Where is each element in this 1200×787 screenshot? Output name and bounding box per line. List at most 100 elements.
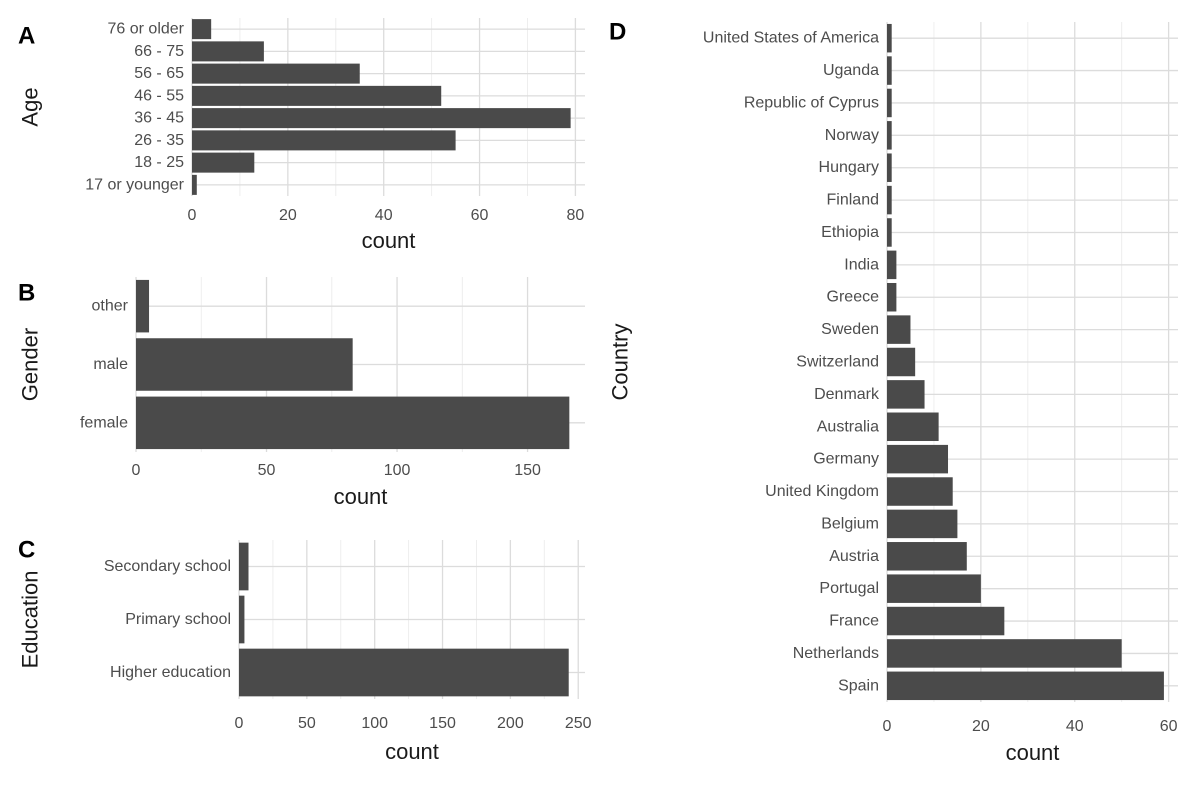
y-tick-label: India xyxy=(844,256,879,273)
y-tick-label: Norway xyxy=(825,127,879,144)
bar-higher-education xyxy=(239,648,569,697)
x-tick-label: 20 xyxy=(972,718,990,735)
panel-c: Higher education Primary school Secondary … xyxy=(18,537,592,765)
bar-australia xyxy=(887,412,939,442)
panel-label: A xyxy=(18,23,35,50)
y-axis-title: Country xyxy=(608,323,633,400)
panel-label: C xyxy=(18,537,35,564)
x-tick-label: 150 xyxy=(429,715,456,732)
x-axis-title: count xyxy=(334,484,388,509)
x-tick-label: 40 xyxy=(375,207,393,224)
x-tick-label: 50 xyxy=(258,462,276,479)
y-tick-label: Sweden xyxy=(821,321,879,338)
y-tick-label: 18 - 25 xyxy=(134,154,184,171)
x-tick-label: 60 xyxy=(471,207,489,224)
x-tick-label: 60 xyxy=(1160,718,1178,735)
x-tick-label: 250 xyxy=(565,715,592,732)
y-tick-label: male xyxy=(93,356,128,373)
y-tick-label: Primary school xyxy=(125,611,231,628)
bar-belgium xyxy=(887,509,958,539)
y-tick-label: Hungary xyxy=(819,159,879,176)
panel-a: 17 or younger 18 - 25 26 - 35 36 - 45 46 - 5… xyxy=(18,18,585,253)
y-tick-label: 17 or younger xyxy=(85,176,184,193)
y-tick-label: 76 or older xyxy=(108,21,185,38)
bar-greece xyxy=(887,282,897,312)
y-tick-label: France xyxy=(829,613,879,630)
y-tick-label: 66 - 75 xyxy=(134,43,184,60)
x-tick-label: 100 xyxy=(384,462,411,479)
y-tick-label: Spain xyxy=(838,677,879,694)
bar-76-or-older xyxy=(192,19,212,40)
bar-france xyxy=(887,606,1005,636)
bar-portugal xyxy=(887,574,981,603)
bar-26-35 xyxy=(192,130,456,151)
x-tick-label: 100 xyxy=(361,715,388,732)
bar-india xyxy=(887,250,897,280)
y-tick-label: Belgium xyxy=(821,515,879,532)
y-tick-label: Portugal xyxy=(819,580,879,597)
y-tick-label: Netherlands xyxy=(793,645,879,662)
x-tick-label: 80 xyxy=(567,207,585,224)
y-tick-label: 46 - 55 xyxy=(134,87,184,104)
bar-denmark xyxy=(887,380,925,409)
y-tick-label: Ethiopia xyxy=(821,224,879,241)
bar-17-or-younger xyxy=(192,174,197,195)
bar-sweden xyxy=(887,315,911,344)
x-tick-label: 0 xyxy=(883,718,892,735)
bar-36-45 xyxy=(192,108,571,129)
x-tick-label: 0 xyxy=(235,715,244,732)
y-tick-label: Austria xyxy=(829,548,879,565)
bar-ethiopia xyxy=(887,218,892,247)
y-tick-label: Secondary school xyxy=(104,558,231,575)
y-tick-label: 26 - 35 xyxy=(134,132,184,149)
y-tick-label: 56 - 65 xyxy=(134,65,184,82)
panel-d: Spain Netherlands France Portugal Austria Bel… xyxy=(608,19,1178,765)
x-axis-title: count xyxy=(362,228,416,253)
y-tick-label: Switzerland xyxy=(796,354,879,371)
bar-united-states-of-america xyxy=(887,23,892,53)
x-tick-label: 0 xyxy=(188,207,197,224)
y-axis-title: Gender xyxy=(18,328,43,401)
bar-female xyxy=(136,396,570,450)
bar-spain xyxy=(887,671,1164,701)
x-tick-label: 150 xyxy=(514,462,541,479)
y-tick-label: female xyxy=(80,414,128,431)
y-tick-label: Australia xyxy=(817,418,879,435)
x-axis-title: count xyxy=(1006,740,1060,765)
panel-b: female male other 0 50 100 150 count Gender B xyxy=(18,277,585,509)
x-tick-label: 40 xyxy=(1066,718,1084,735)
y-axis-title: Education xyxy=(18,571,43,669)
y-tick-label: other xyxy=(92,298,129,315)
panel-label: D xyxy=(609,19,626,46)
panel-label: B xyxy=(18,280,35,307)
y-axis-title: Age xyxy=(18,87,43,126)
y-tick-label: Greece xyxy=(827,289,880,306)
bar-18-25 xyxy=(192,152,255,173)
y-tick-label: Higher education xyxy=(110,664,231,681)
y-tick-label: Finland xyxy=(827,192,879,209)
bar-united-kingdom xyxy=(887,477,953,506)
y-tick-label: United States of America xyxy=(703,30,879,47)
bar-uganda xyxy=(887,56,892,85)
bar-norway xyxy=(887,121,892,150)
x-tick-label: 0 xyxy=(132,462,141,479)
y-tick-label: Germany xyxy=(813,451,879,468)
bar-male xyxy=(136,338,353,391)
bar-switzerland xyxy=(887,347,916,377)
bar-austria xyxy=(887,542,967,571)
bar-46-55 xyxy=(192,85,442,106)
bar-hungary xyxy=(887,153,892,182)
y-tick-label: Denmark xyxy=(814,386,880,403)
bar-netherlands xyxy=(887,639,1122,668)
y-tick-label: 36 - 45 xyxy=(134,110,184,127)
bar-66-75 xyxy=(192,41,264,62)
bar-other xyxy=(136,279,150,333)
bar-republic-of-cyprus xyxy=(887,88,892,118)
x-tick-label: 200 xyxy=(497,715,524,732)
y-tick-label: Republic of Cyprus xyxy=(744,94,879,111)
bar-germany xyxy=(887,444,949,474)
x-tick-label: 50 xyxy=(298,715,316,732)
x-axis-title: count xyxy=(385,739,439,764)
bar-secondary-school xyxy=(239,542,249,591)
